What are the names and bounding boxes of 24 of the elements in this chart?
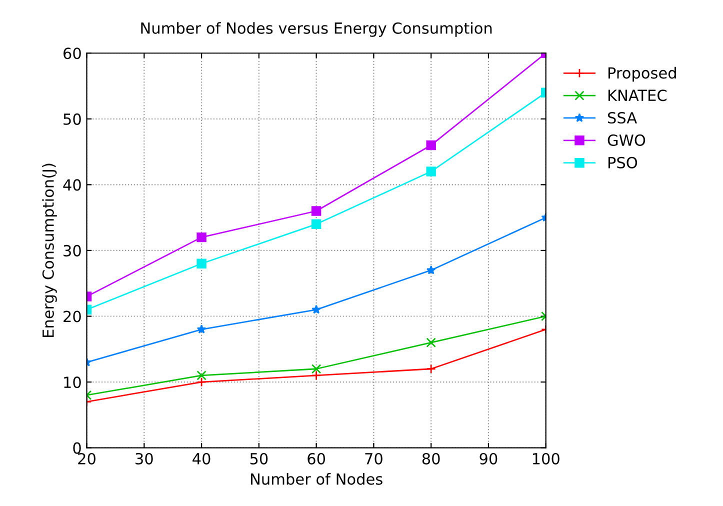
- y-axis-title: Energy Consumption(J): [42, 164, 57, 337]
- legend-label: GWO: [608, 134, 646, 146]
- y-tick-label: 50: [64, 113, 81, 125]
- y-tick-label: 20: [64, 310, 81, 322]
- chart-title: Number of Nodes versus Energy Consumption: [141, 22, 492, 37]
- legend-label: KNATEC: [608, 90, 667, 102]
- legend-label: Proposed: [608, 66, 676, 82]
- y-tick-label: 0: [73, 442, 81, 454]
- x-tick-label: 100: [532, 452, 560, 464]
- y-tick-label: 10: [64, 376, 81, 388]
- x-tick-label: 50: [250, 452, 268, 464]
- legend-label: SSA: [608, 112, 637, 124]
- x-tick-label: 20: [78, 452, 96, 464]
- x-tick-label: 60: [308, 452, 326, 464]
- x-axis-title: Number of Nodes: [250, 473, 382, 485]
- x-tick-label: 40: [192, 452, 210, 464]
- y-tick-label: 40: [63, 179, 81, 191]
- x-tick-label: 80: [422, 452, 440, 464]
- x-tick-label: 30: [136, 452, 153, 464]
- y-tick-label: 60: [64, 48, 81, 60]
- legend-label: PSO: [608, 156, 638, 168]
- x-tick-label: 70: [365, 452, 382, 464]
- y-tick-label: 30: [64, 244, 81, 256]
- x-tick-label: 90: [480, 452, 498, 464]
